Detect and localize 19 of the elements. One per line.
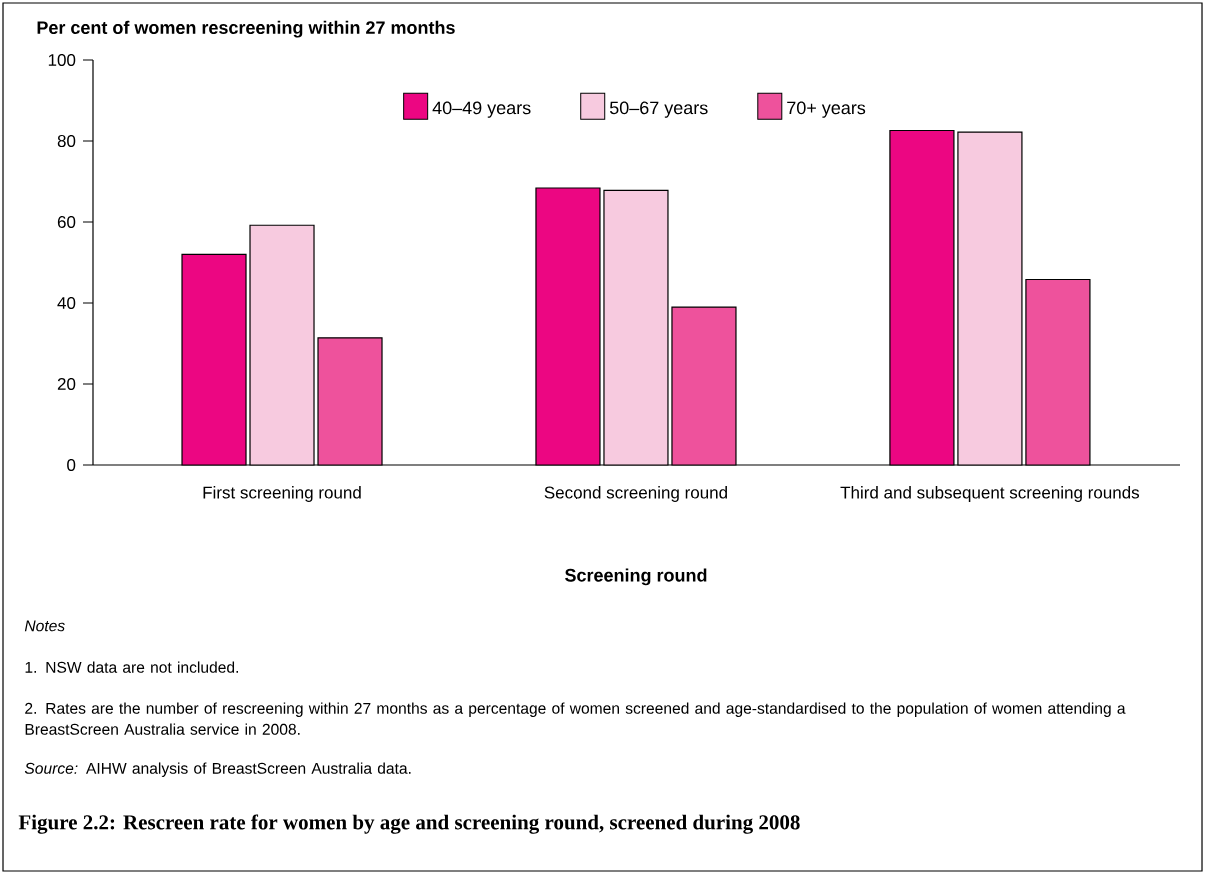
y-tick-label: 80 xyxy=(57,135,76,148)
text: Notes xyxy=(24,620,65,632)
y-tick-label: 100 xyxy=(48,54,76,67)
y-tick-label: 60 xyxy=(57,216,76,229)
text: Source: AIHW analysis of BreastScreen Australia data. xyxy=(24,762,411,777)
y-tick-label: 40 xyxy=(57,297,76,310)
x-tick-label: First screening round xyxy=(203,486,361,502)
legend-label: 70+ years xyxy=(787,101,866,118)
x-tick-label: Third and subsequent screening rounds xyxy=(840,486,1140,502)
text: 1. NSW data are not included. xyxy=(25,661,238,673)
y-tick-label: 0 xyxy=(67,459,76,472)
x-axis-title: Screening round xyxy=(565,568,707,586)
legend-label: 40–49 years xyxy=(432,101,531,118)
x-tick-label: Second screening round xyxy=(544,486,727,502)
text: Figure 2.2: Rescreen rate for women by age and screening round, screened during 2008 xyxy=(18,814,800,834)
y-tick-label: 20 xyxy=(57,378,76,391)
text: 2. Rates are the number of rescreening within 27 months as a percentage of women screened and age-standardised to the population of women attending a BreastScreen Australia service in 2008. xyxy=(25,702,1126,735)
y-axis-title: Per cent of women rescreening within 27 months xyxy=(37,20,455,38)
legend-label: 50–67 years xyxy=(609,101,708,118)
